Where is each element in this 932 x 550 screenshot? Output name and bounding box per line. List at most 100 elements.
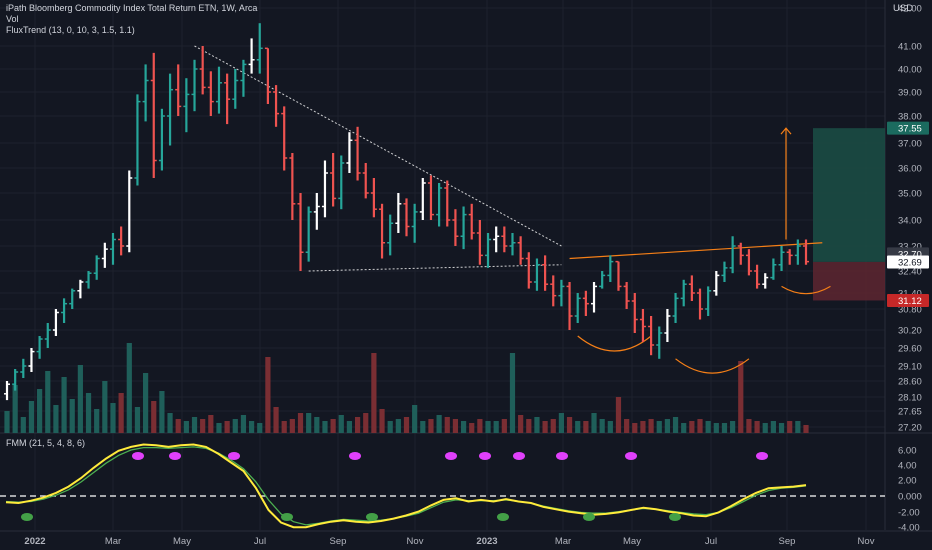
ohlc-bar — [240, 59, 247, 97]
price-tick-label: 30.20 — [898, 326, 922, 337]
ohlc-bar — [786, 249, 793, 265]
buy-signal-dot — [281, 513, 293, 521]
time-tick-label: 2023 — [476, 536, 497, 547]
time-tick-label: Jul — [254, 536, 266, 547]
pattern-drawings — [194, 45, 831, 374]
sell-signal-dot — [349, 452, 361, 460]
buy-signal-dot — [669, 513, 681, 521]
volume-bar — [354, 417, 361, 433]
ohlc-bar — [745, 249, 752, 276]
volume-bar — [69, 399, 75, 433]
price-tick-label: 33.20 — [898, 242, 922, 253]
fmm-legend: FMM (21, 5, 4, 8, 6) — [6, 438, 86, 448]
volume-bar — [77, 365, 83, 433]
volume-bar — [452, 419, 459, 433]
price-tick-label: 37.00 — [898, 139, 922, 150]
left-shoulder-arc — [577, 335, 652, 352]
price-tick-label: 29.10 — [898, 362, 922, 373]
volume-bar — [778, 423, 785, 433]
volume-bar — [363, 413, 369, 433]
volume-bar — [501, 419, 507, 433]
buy-signal-dot — [21, 513, 33, 521]
volume-bar — [118, 393, 124, 433]
ohlc-bar — [264, 47, 271, 104]
target-zone — [813, 128, 885, 262]
volume-bar — [28, 401, 35, 433]
ohlc-bar — [525, 252, 532, 289]
price-tick-label: 39.00 — [898, 88, 922, 99]
price-tick-label: 35.00 — [898, 189, 922, 200]
volume-bar — [436, 415, 442, 433]
ohlc-bar — [754, 264, 761, 289]
volume-bar — [191, 417, 198, 433]
volume-bar — [648, 419, 654, 433]
volume-bar — [754, 421, 760, 433]
ohlc-bar — [631, 293, 638, 333]
ohlc-bar — [207, 71, 214, 116]
ohlc-bar — [85, 271, 92, 289]
ohlc-bar — [224, 73, 231, 125]
volume-bar — [615, 397, 622, 433]
volume-bar — [248, 421, 255, 433]
volume-bar — [12, 385, 18, 433]
volume-bar — [232, 419, 238, 433]
ohlc-bar — [485, 233, 492, 268]
ohlc-bar — [468, 203, 475, 240]
ohlc-bar — [338, 155, 345, 210]
price-tick-label: 28.60 — [898, 377, 922, 388]
volume-bar — [534, 417, 540, 433]
price-tick-label: 27.20 — [898, 423, 922, 434]
volume-bar — [240, 415, 247, 433]
volume-bar — [110, 403, 116, 433]
time-tick-label: Nov — [407, 536, 424, 547]
ohlc-bar — [61, 298, 68, 323]
stop-price-badge: 31.12 — [898, 296, 922, 307]
volume-bar — [151, 401, 157, 433]
price-tick-label: 40.00 — [898, 65, 922, 76]
volume-bar — [526, 419, 532, 433]
neckline-price-badge: 32.70 — [898, 249, 922, 260]
volume-bar — [412, 405, 418, 433]
ohlc-bar — [126, 170, 133, 253]
ohlc-bar — [501, 226, 508, 253]
ohlc-bar — [387, 214, 394, 256]
ohlc-bar — [289, 153, 296, 220]
price-tick-label: 32.40 — [898, 267, 922, 278]
candlestick-series — [4, 23, 809, 401]
volume-bar — [224, 421, 230, 433]
ohlc-bar — [656, 326, 663, 359]
ohlc-bar — [778, 246, 785, 271]
ohlc-bar — [688, 275, 695, 301]
time-tick-label: May — [173, 536, 191, 547]
sell-signal-dot — [228, 452, 240, 460]
ohlc-bar — [175, 64, 182, 116]
ohlc-bar — [150, 52, 157, 178]
volume-bar — [85, 393, 92, 433]
ohlc-bar — [452, 209, 459, 246]
chart-title: iPath Bloomberg Commodity Index Total Re… — [6, 3, 258, 13]
volume-bar — [346, 421, 353, 433]
volume-bar — [460, 421, 467, 433]
fmm-main-line — [5, 443, 807, 529]
ohlc-bar — [419, 178, 426, 220]
volume-bar — [640, 421, 646, 433]
volume-bar — [607, 421, 613, 433]
volume-bar — [167, 413, 173, 433]
ohlc-bar — [167, 73, 174, 146]
ohlc-bar — [493, 226, 500, 253]
volume-bar — [770, 421, 776, 433]
ohlc-bar — [509, 233, 516, 256]
buy-signal-dot — [497, 513, 509, 521]
ohlc-bar — [134, 94, 141, 186]
volume-bar — [493, 421, 499, 433]
fmm-tick-label: -2.00 — [898, 508, 920, 519]
volume-bar — [338, 415, 344, 433]
time-tick-label: Sep — [779, 536, 796, 547]
ohlc-bar — [191, 59, 198, 112]
ohlc-bar — [305, 206, 312, 262]
volume-bar — [705, 421, 711, 433]
sell-signal-dot — [132, 452, 144, 460]
volume-bar — [208, 415, 214, 433]
ohlc-bar — [697, 288, 704, 320]
